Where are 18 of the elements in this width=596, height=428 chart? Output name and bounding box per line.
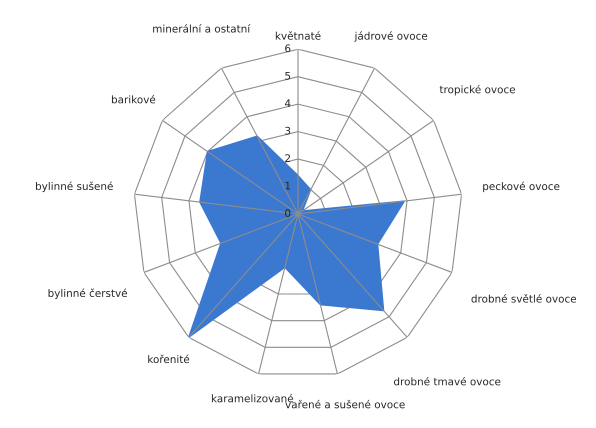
y-tick-label: 4 xyxy=(284,99,290,108)
y-tick-label: 2 xyxy=(285,154,290,162)
spoke-label: kořenité xyxy=(148,354,190,364)
spoke-label: minerální a ostatní xyxy=(153,24,250,33)
spoke-label: drobné tmavé ovoce xyxy=(394,376,500,386)
spoke-label: bylinné sušené xyxy=(36,182,113,192)
spoke-label: bylinné čerstvé xyxy=(48,288,128,300)
spoke-label: jádrové ovoce xyxy=(354,31,428,42)
spoke-label: drobné světlé ovoce xyxy=(471,294,576,303)
spoke-label: květnaté xyxy=(276,31,321,40)
y-tick-label: 3 xyxy=(285,126,290,135)
y-tick-label: 5 xyxy=(285,72,290,80)
y-tick-label: 6 xyxy=(285,44,290,52)
spoke-label: barikové xyxy=(112,94,156,104)
y-tick-label: 1 xyxy=(286,182,290,190)
y-tick-label: 0 xyxy=(285,209,290,218)
spoke-label: peckové ovoce xyxy=(483,182,560,192)
spoke-label: tropické ovoce xyxy=(440,84,516,96)
